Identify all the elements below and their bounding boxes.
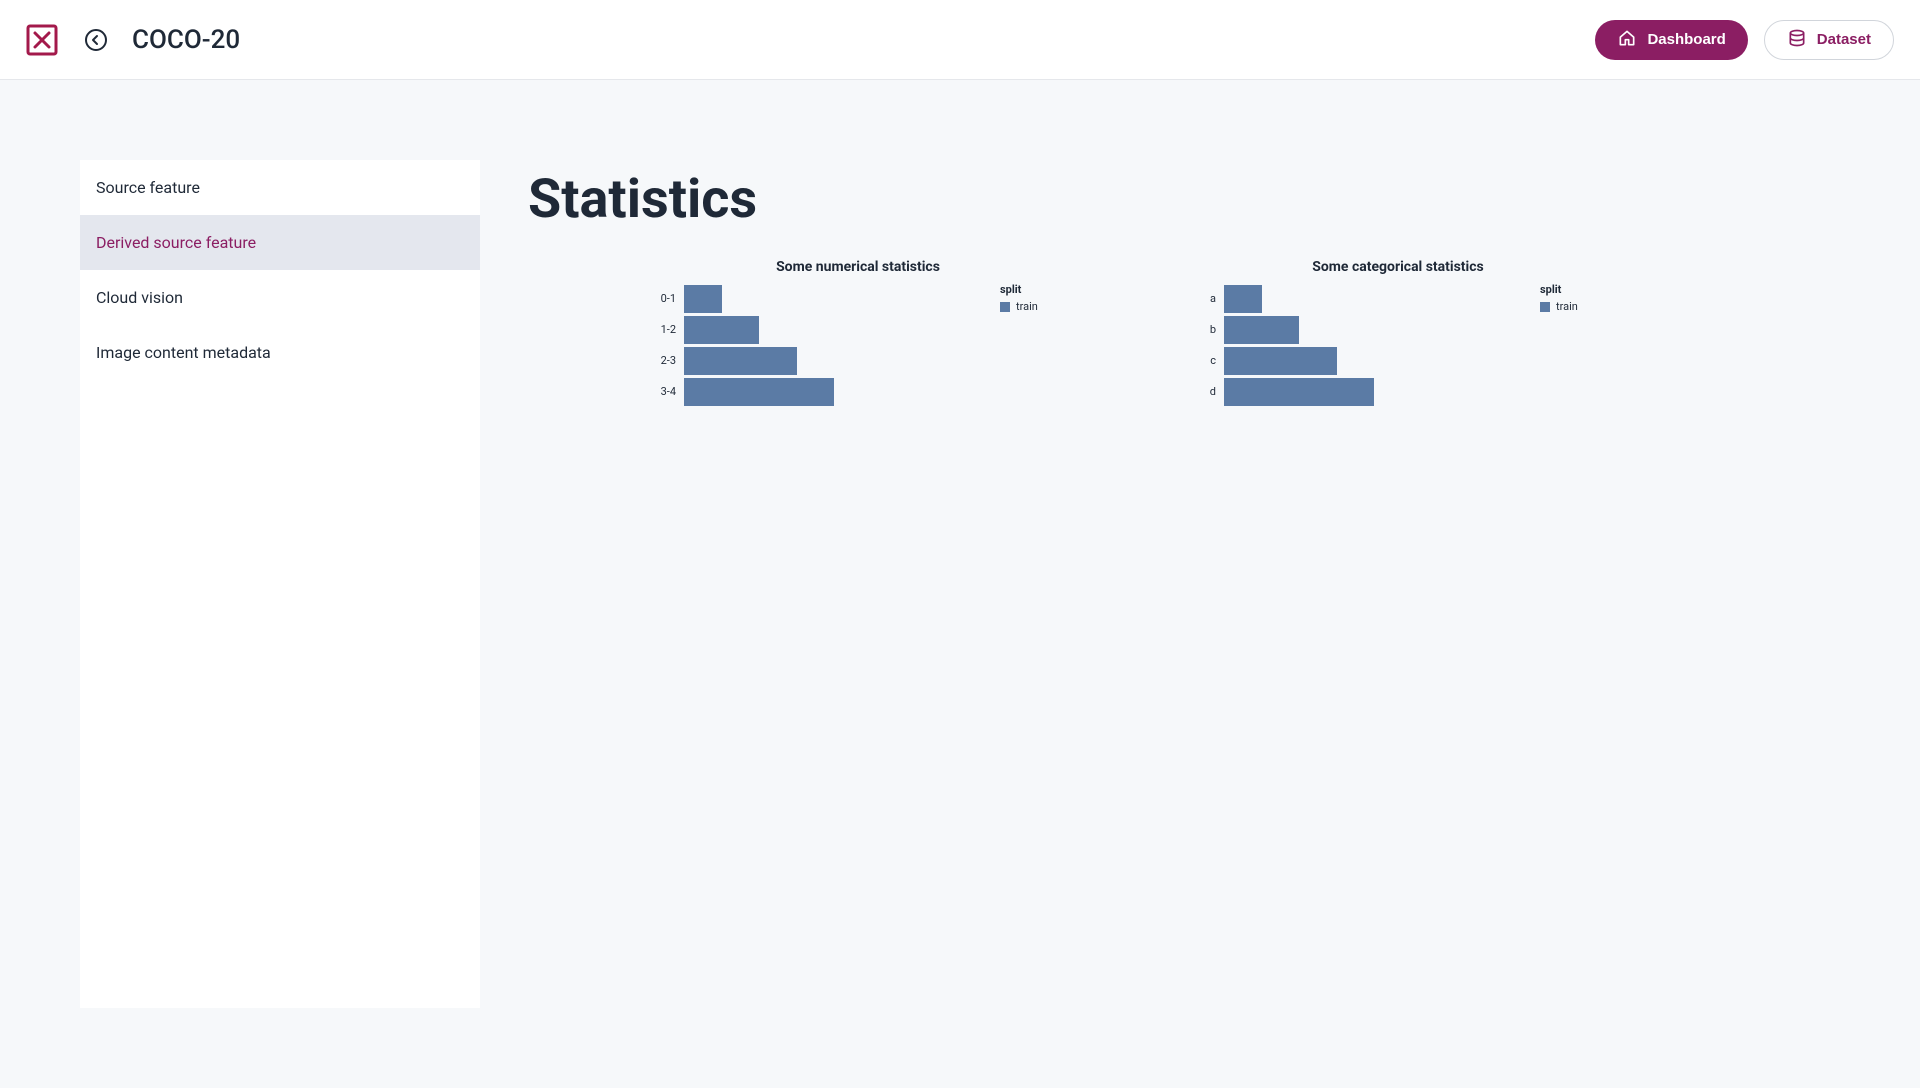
bar	[684, 316, 759, 344]
sidebar-item[interactable]: Cloud vision	[80, 270, 480, 325]
dashboard-button-label: Dashboard	[1647, 31, 1725, 48]
bar-label: 0-1	[648, 292, 684, 305]
back-button[interactable]	[84, 28, 108, 52]
app-logo[interactable]	[26, 24, 58, 56]
database-icon	[1787, 28, 1807, 52]
legend-label: train	[1556, 300, 1578, 313]
bar-row: d	[1188, 376, 1528, 407]
bar-label: 2-3	[648, 354, 684, 367]
bar-row: 2-3	[648, 345, 988, 376]
chart: Some numerical statistics 0-1 1-2 2-3 3-4 spl…	[648, 259, 1068, 407]
home-icon	[1617, 28, 1637, 52]
bar	[1224, 285, 1262, 313]
bar-track	[1224, 378, 1528, 406]
chart-legend: split train	[988, 283, 1068, 407]
bar-track	[684, 378, 988, 406]
sidebar-item[interactable]: Image content metadata	[80, 325, 480, 380]
bar-row: a	[1188, 283, 1528, 314]
bar	[684, 285, 722, 313]
bar	[1224, 316, 1299, 344]
bar	[1224, 378, 1374, 406]
legend-item: train	[1540, 300, 1608, 313]
bar-track	[1224, 285, 1528, 313]
chart-body: a b c d split train	[1188, 283, 1608, 407]
page-title: COCO-20	[132, 25, 240, 55]
legend-title: split	[1000, 283, 1068, 296]
chart-legend: split train	[1528, 283, 1608, 407]
bar-row: 3-4	[648, 376, 988, 407]
dashboard-button[interactable]: Dashboard	[1595, 20, 1747, 60]
legend-item: train	[1000, 300, 1068, 313]
chart-title: Some categorical statistics	[1188, 259, 1608, 275]
chart-body: 0-1 1-2 2-3 3-4 split train	[648, 283, 1068, 407]
bar	[684, 378, 834, 406]
sidebar-item[interactable]: Derived source feature	[80, 215, 480, 270]
chart-plot: a b c d	[1188, 283, 1528, 407]
bar-track	[684, 347, 988, 375]
legend-label: train	[1016, 300, 1038, 313]
legend-title: split	[1540, 283, 1608, 296]
chart-plot: 0-1 1-2 2-3 3-4	[648, 283, 988, 407]
bar-row: b	[1188, 314, 1528, 345]
bar-track	[1224, 316, 1528, 344]
main: Statistics Some numerical statistics 0-1 1…	[528, 160, 1840, 1008]
chart: Some categorical statistics a b c d split trai…	[1188, 259, 1608, 407]
bar-row: 1-2	[648, 314, 988, 345]
charts-container: Some numerical statistics 0-1 1-2 2-3 3-4 spl…	[528, 259, 1840, 407]
bar-label: d	[1188, 385, 1224, 398]
bar-row: c	[1188, 345, 1528, 376]
legend-swatch	[1000, 302, 1010, 312]
bar	[1224, 347, 1337, 375]
sidebar: Source featureDerived source featureClou…	[80, 160, 480, 1008]
bar-label: a	[1188, 292, 1224, 305]
bar-track	[684, 285, 988, 313]
chart-title: Some numerical statistics	[648, 259, 1068, 275]
bar-label: 1-2	[648, 323, 684, 336]
sidebar-item[interactable]: Source feature	[80, 160, 480, 215]
bar	[684, 347, 797, 375]
legend-swatch	[1540, 302, 1550, 312]
bar-track	[1224, 347, 1528, 375]
body: Source featureDerived source featureClou…	[0, 80, 1920, 1088]
bar-label: 3-4	[648, 385, 684, 398]
main-title: Statistics	[528, 168, 1840, 231]
bar-label: b	[1188, 323, 1224, 336]
bar-track	[684, 316, 988, 344]
dataset-button-label: Dataset	[1817, 31, 1871, 48]
dataset-button[interactable]: Dataset	[1764, 20, 1894, 60]
bar-row: 0-1	[648, 283, 988, 314]
bar-label: c	[1188, 354, 1224, 367]
topbar: COCO-20 Dashboard Dataset	[0, 0, 1920, 80]
